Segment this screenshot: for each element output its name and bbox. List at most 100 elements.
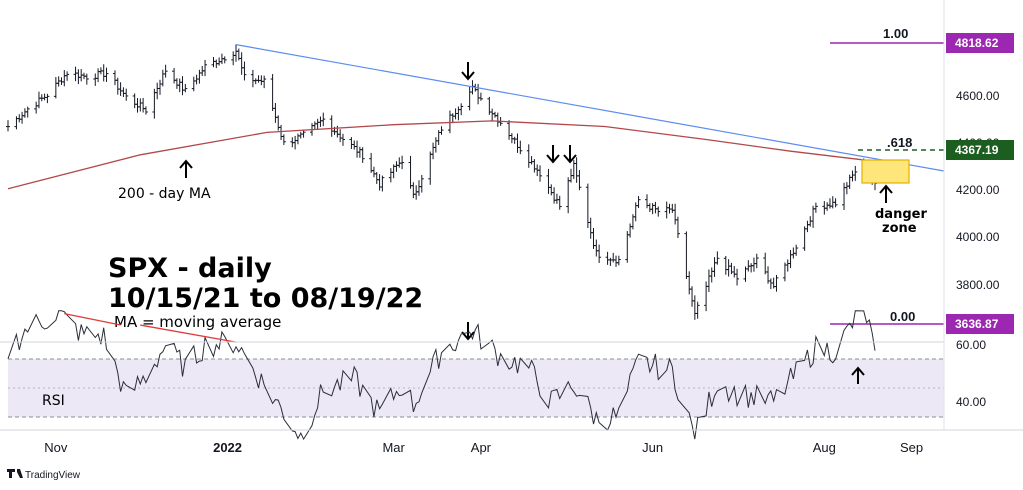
price-pane [6,44,945,320]
ohlc-bar [723,255,728,275]
ohlc-bar [715,251,720,265]
ohlc-bar [670,203,675,213]
ohlc-bar [259,75,264,86]
ohlc-bar [827,198,832,209]
ohlc-bar [768,278,773,290]
ohlc-bar [377,174,382,191]
divergence-line-1 [64,313,121,326]
ohlc-bar [160,69,165,87]
ohlc-bar [656,206,661,217]
rsi-pane: RSI 60.00 40.00 [7,310,986,441]
ohlc-bar [34,101,39,114]
ohlc-bar [416,180,421,196]
ohlc-bar [712,257,717,277]
ohlc-bar [349,137,354,149]
ohlc-bar [614,255,619,267]
ohlc-bar [675,216,680,239]
ohlc-bar [476,83,481,105]
danger-zone-box [861,159,910,184]
ohlc-bar [158,79,163,95]
ohlc-bar [132,93,137,109]
ma-200-polyline [7,120,876,190]
ohlc-bar [735,268,740,286]
danger-up-arrow-icon [879,184,893,203]
ohlc-bar [301,129,306,138]
ohlc-bar [557,195,562,210]
ohlc-bar [400,155,405,170]
ohlc-bar [65,71,70,81]
ohlc-bar [177,78,182,93]
ohlc-bar [276,115,281,131]
ohlc-bar [490,108,495,121]
ohlc-bar [25,106,30,118]
ohlc-bars [6,44,877,320]
ohlc-bar [84,73,89,85]
y-tick-4200: 4200.00 [956,183,1000,197]
ohlc-bar [813,202,818,213]
ohlc-bar [597,244,602,263]
ohlc-bar [234,44,239,62]
ohlc-bar [549,184,554,196]
svg-text:4367.19: 4367.19 [955,143,999,157]
down-arrow-icon-2 [546,145,560,164]
ohlc-bar [428,151,433,185]
ohlc-bar [124,88,129,101]
tradingview-logo: TradingView [7,469,81,481]
ohlc-bar [174,78,179,89]
ohlc-bar [512,136,517,144]
ohlc-bar [853,165,858,181]
ohlc-bar [172,68,177,84]
svg-text:3636.87: 3636.87 [955,317,999,331]
ohlc-bar [298,131,303,139]
rsi-tick-40: 40.00 [956,395,986,409]
svg-text:TradingView: TradingView [25,470,81,481]
ohlc-bar [143,106,148,115]
price-tag-4367: 4367.19 [946,140,1014,160]
rsi-divergence-lines [64,313,237,343]
ohlc-bar [104,67,109,82]
ohlc-bar [163,64,168,78]
ohlc-bar [526,144,531,168]
ohlc-bar [794,244,799,256]
ohlc-bar [371,166,376,178]
price-tag-3636: 3636.87 [946,314,1014,334]
ohlc-bar [270,74,275,111]
ohlc-bar [141,97,146,113]
ohlc-bar [222,56,227,64]
danger-label-1: danger [875,207,927,222]
ohlc-bar [456,106,461,121]
ohlc-bar [664,201,669,219]
ohlc-bar [321,112,326,127]
ohlc-bar [605,251,610,265]
ohlc-bar [585,183,590,228]
time-label-apr: Apr [471,440,492,455]
time-label-mar: Mar [382,440,405,455]
tradingview-icon [7,469,23,478]
ohlc-bar [616,255,621,266]
time-label-2022: 2022 [213,440,242,455]
ohlc-bar [847,174,852,190]
ohlc-bar [394,161,399,172]
ohlc-bar [515,133,520,153]
ohlc-bar [152,88,157,119]
ohlc-bar [594,239,599,257]
ma-label: 200 - day MA [118,186,211,202]
danger-label-2: zone [882,221,917,236]
ohlc-bar [118,82,123,96]
ohlc-bar [532,159,537,173]
ohlc-bar [256,75,261,83]
ohlc-bar [62,70,67,87]
ohlc-bar [45,93,50,104]
ohlc-bar [687,271,692,295]
ohlc-bar [380,175,385,192]
ohlc-bar [850,170,855,182]
ohlc-bar [785,259,790,272]
ohlc-bar [419,174,424,193]
rsi-label: RSI [42,393,65,409]
ohlc-bar [211,56,216,68]
ohlc-bar [788,250,793,269]
ohlc-bar [253,78,258,85]
ohlc-bar [203,59,208,77]
ohlc-bar [805,220,810,233]
ohlc-bar [509,133,514,144]
